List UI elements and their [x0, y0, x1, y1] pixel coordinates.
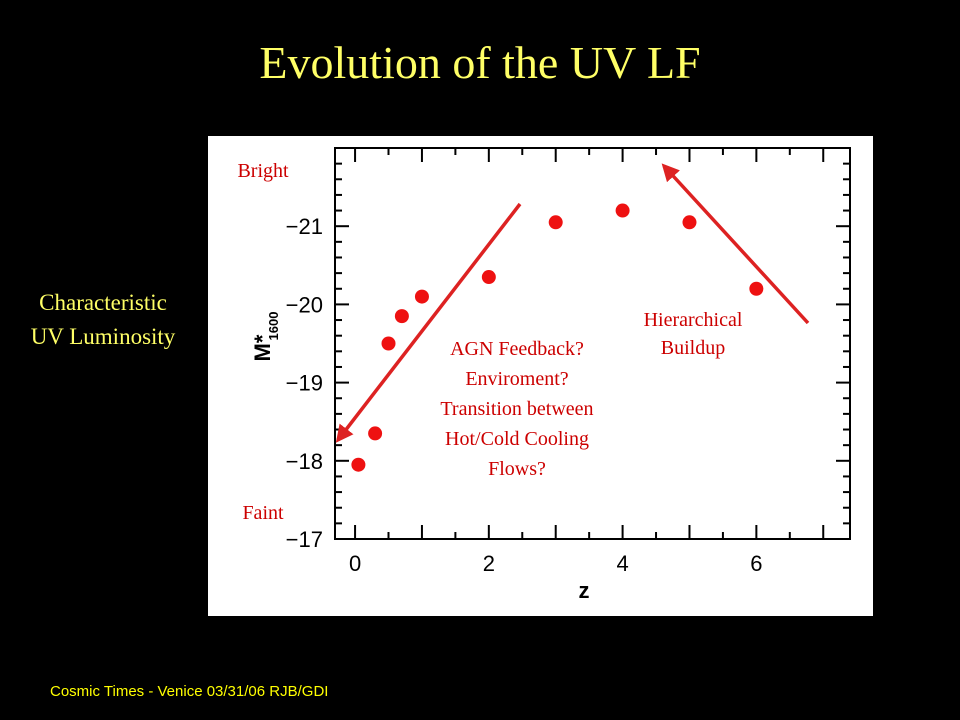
agn-feedback-annotation: AGN Feedback? Enviroment? Transition bet…	[406, 334, 628, 484]
axis-tick-labels: 0 2 4 6 −17 −18 −19 −20 −21	[286, 214, 763, 576]
y-tick-label: −17	[286, 527, 323, 552]
svg-text:M*: M*	[250, 334, 275, 361]
x-axis-label: z	[579, 578, 590, 603]
data-point	[414, 289, 429, 304]
left-arrow	[335, 202, 522, 443]
data-point	[368, 426, 383, 441]
y-axis-label: M* 1600	[250, 312, 281, 362]
y-tick-label: −21	[286, 214, 323, 239]
x-tick-label: 0	[349, 551, 361, 576]
data-point	[394, 309, 409, 324]
chart-panel: 0 2 4 6 −17 −18 −19 −20 −21 z M* 1600 Bright Fai…	[208, 136, 873, 616]
data-point	[548, 215, 563, 230]
annotation-line: Flows?	[488, 458, 546, 480]
data-point	[615, 203, 630, 218]
x-tick-label: 6	[750, 551, 762, 576]
y-tick-label: −20	[286, 292, 323, 317]
side-label-line-1: Characteristic	[39, 290, 167, 315]
x-tick-label: 4	[616, 551, 628, 576]
y-tick-label: −19	[286, 371, 323, 396]
plot-frame	[334, 147, 851, 540]
svg-text:1600: 1600	[266, 312, 281, 341]
hierarchical-buildup-annotation: Hierarchical Buildup	[618, 306, 768, 362]
annotation-line: Enviroment?	[465, 368, 569, 390]
axis-ticks	[335, 147, 850, 540]
data-point	[351, 457, 366, 472]
y-tick-label: −18	[286, 449, 323, 474]
annotation-line: AGN Feedback?	[450, 338, 584, 360]
data-point	[381, 336, 396, 351]
right-arrow	[661, 163, 810, 325]
data-point	[682, 215, 697, 230]
annotation-line: Hierarchical	[643, 309, 743, 331]
data-point	[481, 270, 496, 285]
annotation-line: Hot/Cold Cooling	[445, 428, 589, 450]
data-points	[351, 203, 764, 472]
slide-title: Evolution of the UV LF	[259, 37, 701, 88]
faint-label: Faint	[242, 502, 284, 524]
chart-svg: 0 2 4 6 −17 −18 −19 −20 −21 z M* 1600	[250, 147, 851, 603]
data-point	[749, 281, 764, 296]
y-axis-description: Characteristic UV Luminosity	[0, 286, 206, 354]
annotation-line: Buildup	[660, 337, 726, 359]
bright-label: Bright	[237, 160, 289, 182]
annotation-line: Transition between	[440, 398, 594, 420]
side-label-line-2: UV Luminosity	[30, 324, 176, 349]
x-tick-label: 2	[483, 551, 495, 576]
footer-text: Cosmic Times - Venice 03/31/06 RJB/GDI	[50, 683, 329, 700]
